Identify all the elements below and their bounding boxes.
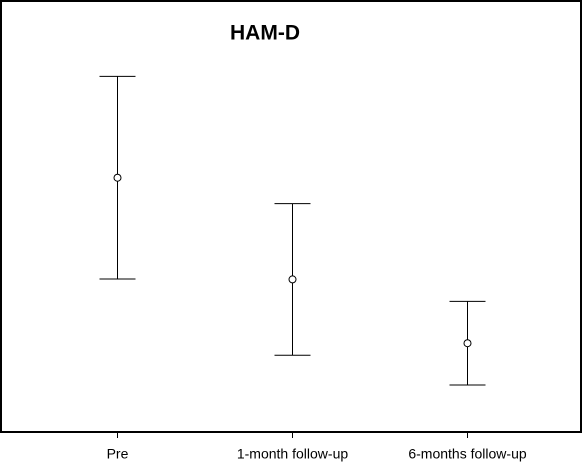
mean-marker bbox=[288, 275, 297, 284]
x-tick-label: 6-months follow-up bbox=[408, 446, 526, 462]
x-tick-label: Pre bbox=[107, 446, 129, 462]
mean-marker bbox=[113, 173, 122, 182]
plot-frame bbox=[0, 0, 582, 433]
mean-marker bbox=[463, 339, 472, 348]
chart-title: HAM-D bbox=[230, 22, 300, 45]
x-tick-label: 1-month follow-up bbox=[237, 446, 348, 462]
